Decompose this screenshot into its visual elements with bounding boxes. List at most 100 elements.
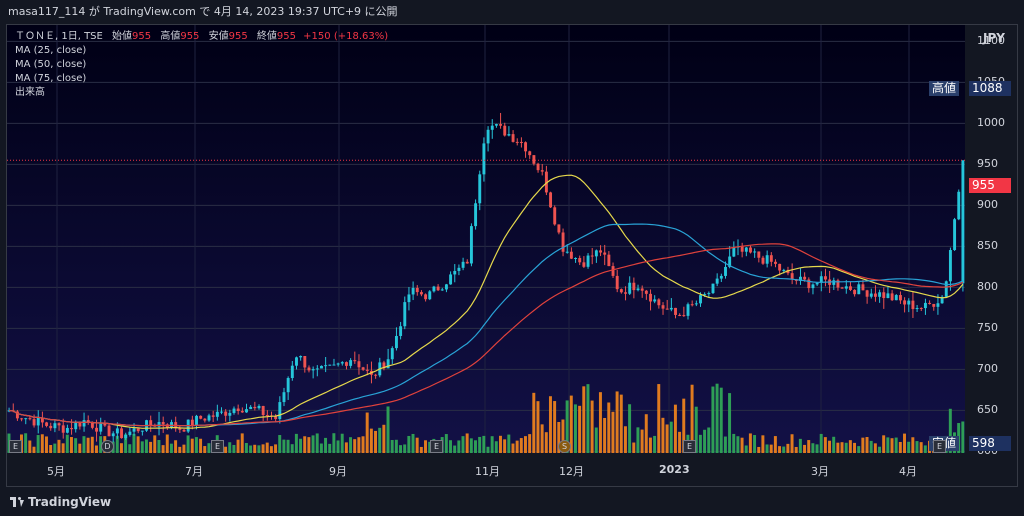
- candle: [407, 294, 411, 303]
- candle: [515, 141, 519, 143]
- volume-bar: [719, 387, 723, 453]
- candle: [53, 423, 57, 429]
- candle: [428, 291, 432, 300]
- volume-bar: [498, 435, 502, 453]
- candle: [640, 288, 644, 291]
- volume-bar: [494, 441, 498, 453]
- volume-bar: [948, 408, 952, 453]
- volume-bar: [419, 446, 423, 453]
- volume-bar: [873, 443, 877, 453]
- volume-bar: [865, 437, 869, 453]
- volume-bar: [294, 433, 298, 453]
- volume-bar: [786, 443, 790, 453]
- event-marker-earnings[interactable]: E: [430, 440, 443, 453]
- volume-bar: [186, 435, 190, 453]
- event-marker-earnings[interactable]: E: [211, 440, 224, 453]
- volume-bar: [757, 446, 761, 453]
- candle: [574, 258, 578, 260]
- candle: [494, 124, 498, 126]
- candle: [128, 431, 132, 435]
- volume-bar: [340, 433, 344, 453]
- tradingview-logo[interactable]: TradingView: [10, 495, 111, 509]
- volume-bar: [678, 431, 682, 453]
- volume-bar: [653, 435, 657, 453]
- x-tick-label: 11月: [475, 465, 500, 478]
- volume-bar: [128, 444, 132, 453]
- candle: [399, 326, 403, 336]
- candle: [182, 429, 186, 432]
- volume-bar: [399, 445, 402, 453]
- candle: [665, 308, 669, 310]
- candle: [461, 261, 465, 268]
- currency-label[interactable]: JPY: [983, 31, 1005, 45]
- candle: [582, 262, 586, 267]
- event-marker-earnings[interactable]: E: [683, 440, 696, 453]
- legend-open-value: 955: [132, 31, 152, 42]
- y-tick-label: 750: [977, 321, 998, 335]
- volume-bar: [40, 434, 44, 453]
- volume-bar: [444, 434, 448, 453]
- volume-bar: [469, 438, 473, 453]
- volume-bar: [611, 411, 615, 453]
- candle: [374, 374, 378, 376]
- candle: [465, 261, 469, 264]
- candle: [519, 141, 523, 143]
- volume-bar: [353, 439, 357, 453]
- volume-bar: [99, 436, 103, 453]
- legend-change: +150 (+18.63%): [303, 31, 389, 42]
- candle: [632, 282, 636, 291]
- event-marker-earnings[interactable]: E: [9, 440, 22, 453]
- candle: [45, 422, 49, 426]
- candle: [657, 299, 661, 306]
- candle: [444, 284, 448, 290]
- legend-ma50[interactable]: MA (50, close): [15, 59, 87, 70]
- volume-bar: [194, 437, 198, 453]
- candle: [865, 290, 869, 297]
- candle: [499, 124, 503, 126]
- volume-bar: [174, 440, 178, 453]
- volume-bar: [773, 436, 777, 453]
- volume-bar: [511, 443, 515, 453]
- volume-bar: [911, 437, 915, 453]
- legend-symbol[interactable]: ＴＯＮＥ, 1日, TSE: [15, 31, 103, 42]
- candle: [286, 378, 290, 393]
- candle: [911, 300, 915, 310]
- candle: [199, 415, 203, 419]
- candle: [923, 302, 927, 309]
- candle: [894, 295, 898, 301]
- event-marker-split[interactable]: S: [558, 440, 571, 453]
- chart-panel[interactable]: ＴＯＮＥ, 1日, TSE 始値955 高値955 安値955 終値955 +1…: [6, 24, 1018, 487]
- candle: [265, 414, 269, 416]
- candle: [253, 406, 257, 409]
- volume-bar: [394, 439, 398, 453]
- volume-bar: [811, 443, 815, 453]
- candle: [490, 125, 494, 130]
- volume-bar: [536, 401, 540, 453]
- legend-ma75[interactable]: MA (75, close): [15, 73, 87, 84]
- candle: [195, 415, 198, 426]
- candle: [349, 360, 353, 366]
- candle: [115, 428, 119, 434]
- legend-ma25[interactable]: MA (25, close): [15, 45, 87, 56]
- volume-bar: [82, 436, 86, 453]
- candle: [669, 307, 673, 310]
- candle: [778, 263, 782, 271]
- volume-bar: [115, 435, 119, 453]
- candle: [907, 300, 911, 305]
- volume-bar: [465, 433, 469, 453]
- x-tick-label: 4月: [899, 465, 917, 478]
- candle: [482, 143, 486, 175]
- legend-volume[interactable]: 出来高: [15, 87, 45, 98]
- volume-bar: [853, 442, 857, 453]
- candle: [553, 207, 557, 225]
- volume-bar: [878, 446, 881, 453]
- price-chart[interactable]: [7, 25, 1017, 486]
- event-marker-earnings[interactable]: E: [933, 440, 946, 453]
- volume-bar: [640, 429, 644, 453]
- candle: [274, 416, 278, 420]
- candle: [161, 421, 165, 425]
- volume-bar: [886, 437, 890, 453]
- candle: [111, 433, 115, 437]
- event-marker-dividend[interactable]: D: [101, 440, 114, 453]
- volume-bar: [228, 442, 232, 453]
